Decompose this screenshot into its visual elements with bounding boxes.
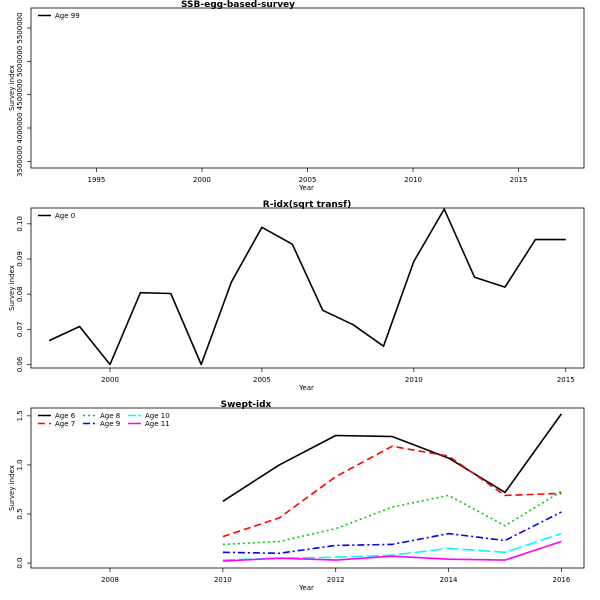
x-tick-label: 2010 [405,376,423,384]
legend-entry: Age 7 [55,420,75,428]
series-line-age-6 [222,413,563,502]
x-tick-label: 2000 [101,376,119,384]
x-axis-label: Year [298,584,314,592]
y-tick-label: 0.07 [16,322,24,338]
x-tick-label: 2000 [193,176,211,184]
y-tick-label: 0.09 [16,251,24,267]
y-tick-label: 0.5 [16,508,24,519]
series-line-age-7 [222,445,562,538]
x-tick-label: 2015 [510,176,528,184]
y-axis-label: Survey index [8,65,16,111]
legend: Age 99 [38,12,80,20]
y-tick-label: 1.5 [16,410,24,421]
x-tick-label: 2012 [327,576,345,584]
x-tick-label: 2008 [101,576,119,584]
x-tick-label: 1995 [88,176,106,184]
legend-entry: Age 11 [145,420,170,428]
y-tick-label: 0.10 [16,216,24,232]
x-tick-label: 2016 [553,576,571,584]
y-axis-label: Survey index [8,465,16,511]
x-tick-label: 2010 [404,176,422,184]
chart-title: R-idx(sqrt transf) [263,200,351,210]
plot-frame [30,7,585,169]
legend-background [33,409,178,431]
legend-entry: Age 8 [100,412,120,420]
series-line-age-0 [48,208,566,366]
y-tick-label: 1.0 [16,459,24,470]
y-tick-label: 0.06 [16,356,24,372]
r-idx-panel: R-idx(sqrt transf) 2000 2005 2010 2015 Year 0.… [8,200,585,392]
legend-entry: Age 10 [145,412,170,420]
y-tick-label: 0.0 [16,558,24,569]
plot-frame [30,407,585,569]
legend-entry: Age 6 [55,412,76,420]
x-tick-label: 2015 [557,376,575,384]
y-tick-label: 5000000 [16,46,24,77]
x-axis-label: Year [298,184,314,192]
legend-entry: Age 0 [55,212,75,220]
plot-frame [30,207,585,369]
x-tick-label: 2010 [214,576,232,584]
series-line-age-8 [222,490,562,546]
series-line-age-9 [222,511,562,555]
y-tick-label: 5500000 [16,12,24,43]
y-tick-label: 4500000 [16,79,24,110]
swept-idx-panel: Swept-idx 2008 2010 2012 2014 2016 Year 0.0 0.5 1… [8,400,585,592]
y-axis-label: Survey index [8,265,16,311]
legend: Age 0 [38,212,75,220]
ssb-egg-panel: SSB-egg-based-survey 1995 2000 2005 2010 2015… [8,0,585,192]
legend-entry: Age 99 [55,12,80,20]
legend-entry: Age 9 [100,420,120,428]
x-tick-label: 2005 [253,376,271,384]
chart-title: Swept-idx [221,400,272,410]
x-axis-label: Year [298,384,314,392]
y-tick-label: 0.08 [16,286,24,302]
y-tick-label: 4000000 [16,112,24,143]
x-tick-label: 2005 [299,176,317,184]
y-tick-label: 3500000 [16,146,24,177]
series-line-age-11 [222,540,562,562]
chart-title: SSB-egg-based-survey [181,0,295,10]
x-tick-label: 2014 [440,576,458,584]
